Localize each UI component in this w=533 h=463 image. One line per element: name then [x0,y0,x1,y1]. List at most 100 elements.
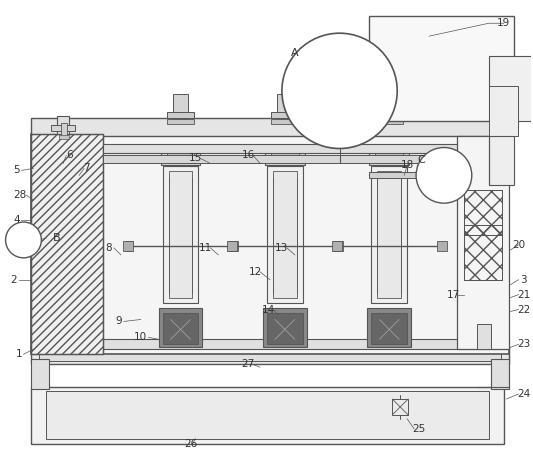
Bar [369,151,409,165]
Text: 12: 12 [248,267,262,277]
Bar [263,307,307,347]
Text: C: C [417,156,425,165]
Bar [392,399,408,415]
Text: 5: 5 [13,165,20,175]
Bar [163,313,198,344]
Text: 28: 28 [13,190,26,200]
Bar [271,112,299,118]
Bar [59,135,69,138]
Bar [464,190,502,235]
Bar [273,171,297,298]
Text: 16: 16 [241,150,255,161]
Text: 15: 15 [189,153,202,163]
Bar [367,307,411,347]
Bar [369,172,417,178]
Bar [31,134,103,354]
Bar [375,119,403,124]
Text: 4: 4 [13,215,20,225]
Bar [228,241,238,251]
Bar [265,151,305,165]
Bar [18,235,29,245]
Text: 9: 9 [116,316,122,326]
Bar [271,119,299,124]
Text: 27: 27 [241,359,255,369]
Bar [332,241,342,251]
Bar [277,94,293,119]
Text: 2: 2 [10,275,17,285]
Circle shape [416,148,472,203]
Bar [227,241,237,251]
Bar [435,165,453,185]
Text: 10: 10 [134,332,147,342]
Circle shape [5,222,42,258]
Bar [375,112,403,118]
Bar [159,307,203,347]
Bar [31,339,508,349]
Bar [437,241,447,251]
Bar [372,166,407,303]
Bar [123,241,133,251]
Bar [160,151,200,165]
Text: A: A [291,48,298,58]
Bar [31,134,103,354]
Bar [464,225,502,280]
Text: 7: 7 [83,163,90,173]
Bar [163,166,198,303]
Text: 24: 24 [517,389,530,399]
Bar [57,116,69,134]
Bar [167,151,195,162]
Text: 21: 21 [517,290,530,300]
Bar [381,94,397,119]
Bar [489,136,513,185]
Bar [31,145,508,153]
Bar [167,112,195,118]
Bar [167,119,195,124]
Bar [61,123,67,137]
Bar [489,56,533,121]
Bar [103,156,489,163]
Bar [375,151,403,162]
Text: 23: 23 [517,339,530,349]
Bar [31,346,508,364]
Bar [377,171,401,298]
Text: 26: 26 [184,439,197,449]
Bar [489,86,519,136]
Bar [103,144,489,153]
Bar [46,391,489,439]
Bar [31,359,50,389]
Text: 17: 17 [447,290,461,300]
Bar [267,166,303,303]
Bar [173,94,189,119]
Bar [20,237,27,243]
Text: 22: 22 [517,305,530,314]
Bar [267,313,303,344]
Bar [31,387,504,444]
Bar [324,71,334,111]
Text: 6: 6 [66,150,72,161]
Bar [464,225,502,280]
Text: 20: 20 [512,240,525,250]
Bar [39,349,500,361]
Bar [336,68,358,116]
Text: 25: 25 [413,424,426,434]
Bar [31,118,508,136]
Circle shape [282,33,397,149]
Bar [271,151,299,162]
Text: 3: 3 [520,275,527,285]
Bar [168,171,192,298]
Text: 14: 14 [261,305,274,314]
Text: 19: 19 [497,18,510,28]
Bar [333,241,343,251]
Text: 8: 8 [106,243,112,253]
Bar [477,325,491,349]
Bar [464,190,502,235]
Bar [372,313,407,344]
Bar [491,359,508,389]
Bar [369,16,513,121]
Bar [308,68,322,116]
Text: 1: 1 [16,349,23,359]
Bar [51,125,75,131]
Text: B: B [52,233,60,243]
Text: 13: 13 [275,243,288,253]
Bar [31,134,508,354]
